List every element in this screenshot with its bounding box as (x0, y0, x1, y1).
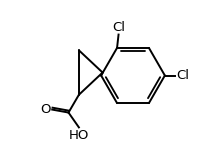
Text: Cl: Cl (176, 69, 189, 82)
Text: O: O (40, 103, 51, 116)
Text: Cl: Cl (112, 21, 125, 34)
Text: HO: HO (69, 129, 89, 142)
